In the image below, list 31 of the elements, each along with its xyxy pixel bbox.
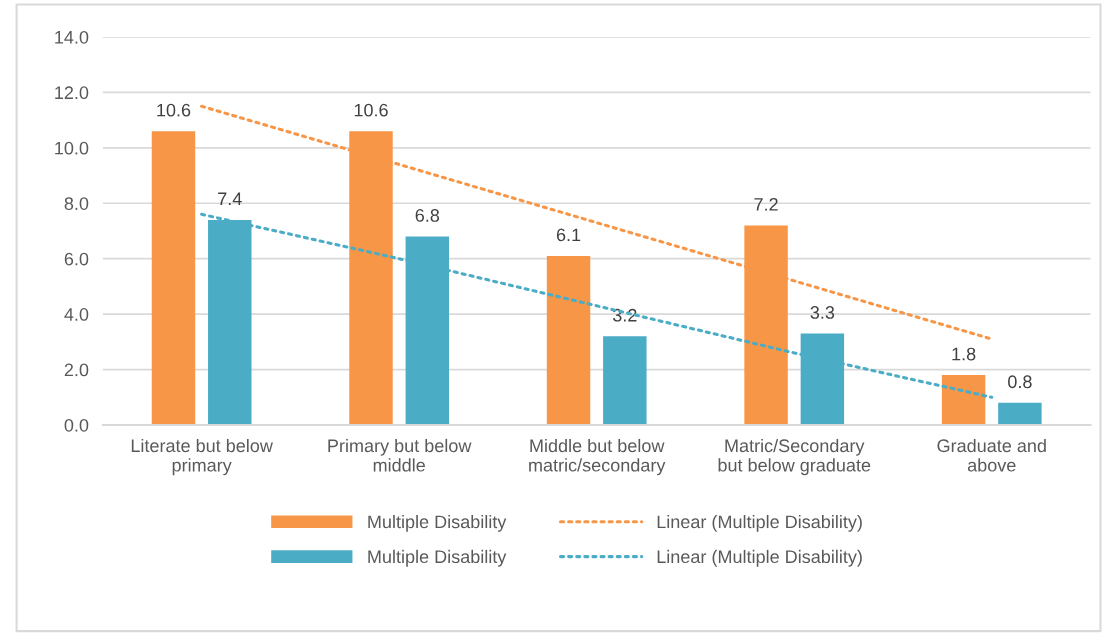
bar <box>941 375 986 425</box>
x-tick-label: Literate but below primary <box>131 438 273 476</box>
legend-label: Multiple Disability <box>368 549 507 567</box>
legend-label: Multiple Disability <box>368 514 507 532</box>
x-tick-label: Primary but below middle <box>328 438 472 472</box>
x-tick-label: Middle but below matric/secondary <box>529 438 666 476</box>
data-label: 0.8 <box>1008 375 1032 389</box>
data-label: 10.6 <box>157 103 191 117</box>
y-tick-label: 12.0 <box>55 86 89 100</box>
legend-label: Linear (Multiple Disability) <box>657 549 862 567</box>
y-tick-label: 6.0 <box>64 252 89 266</box>
x-tick-label: Matric/Secondary but below graduate <box>718 438 871 476</box>
y-tick-label: 2.0 <box>64 363 89 377</box>
y-tick-label: 14.0 <box>55 30 89 44</box>
data-label: 7.4 <box>218 192 242 206</box>
bar <box>546 255 591 425</box>
y-tick-label: 0.0 <box>64 418 89 432</box>
bar <box>998 402 1042 425</box>
data-label: 7.2 <box>754 197 778 211</box>
legend-label: Linear (Multiple Disability) <box>657 514 862 532</box>
bar <box>603 336 647 425</box>
y-tick-label: 4.0 <box>64 308 89 321</box>
x-tick-label: Graduate and above <box>937 438 1046 472</box>
y-tick-label: 10.0 <box>55 141 89 155</box>
y-tick-label: 8.0 <box>64 197 89 210</box>
data-label: 6.8 <box>415 209 440 222</box>
data-label: 10.6 <box>354 103 388 117</box>
data-label: 3.3 <box>810 306 835 319</box>
data-label: 6.1 <box>556 228 581 242</box>
bar <box>151 131 196 425</box>
data-label: 1.8 <box>952 347 976 361</box>
